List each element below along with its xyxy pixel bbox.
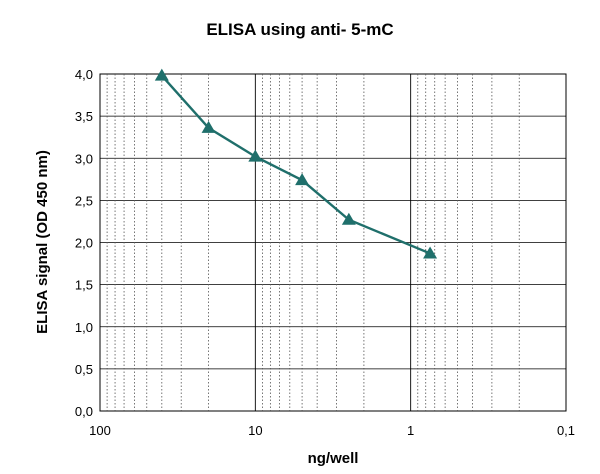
data-series [154, 68, 438, 259]
y-axis-label: ELISA signal (OD 450 nm) [34, 150, 51, 334]
data-point-marker [295, 173, 310, 186]
y-tick-label: 1,5 [75, 278, 93, 293]
series-line [160, 74, 431, 255]
x-tick-label: 1 [407, 423, 414, 438]
data-point-marker [248, 149, 263, 162]
data-point-marker [201, 120, 216, 133]
x-tick-labels: 100 10 1 0,1 [89, 423, 575, 438]
data-point-marker [423, 246, 438, 259]
y-tick-label: 4,0 [75, 67, 93, 82]
data-point-marker [154, 68, 169, 81]
y-tick-labels: 0,0 0,5 1,0 1,5 2,0 2,5 3,0 3,5 4,0 [75, 67, 93, 419]
y-tick-label: 2,5 [75, 193, 93, 208]
y-tick-label: 1,0 [75, 320, 93, 335]
chart-title: ELISA using anti- 5-mC [206, 20, 394, 39]
y-tick-label: 0,0 [75, 404, 93, 419]
y-tick-label: 0,5 [75, 362, 93, 377]
data-point-marker [341, 212, 356, 225]
x-axis-label: ng/well [308, 450, 359, 467]
y-tick-label: 2,0 [75, 236, 93, 251]
grid-lines [100, 73, 567, 412]
x-tick-label: 10 [248, 423, 262, 438]
y-tick-label: 3,5 [75, 109, 93, 124]
x-tick-label: 100 [89, 423, 111, 438]
y-tick-label: 3,0 [75, 151, 93, 166]
x-tick-label: 0,1 [557, 423, 575, 438]
